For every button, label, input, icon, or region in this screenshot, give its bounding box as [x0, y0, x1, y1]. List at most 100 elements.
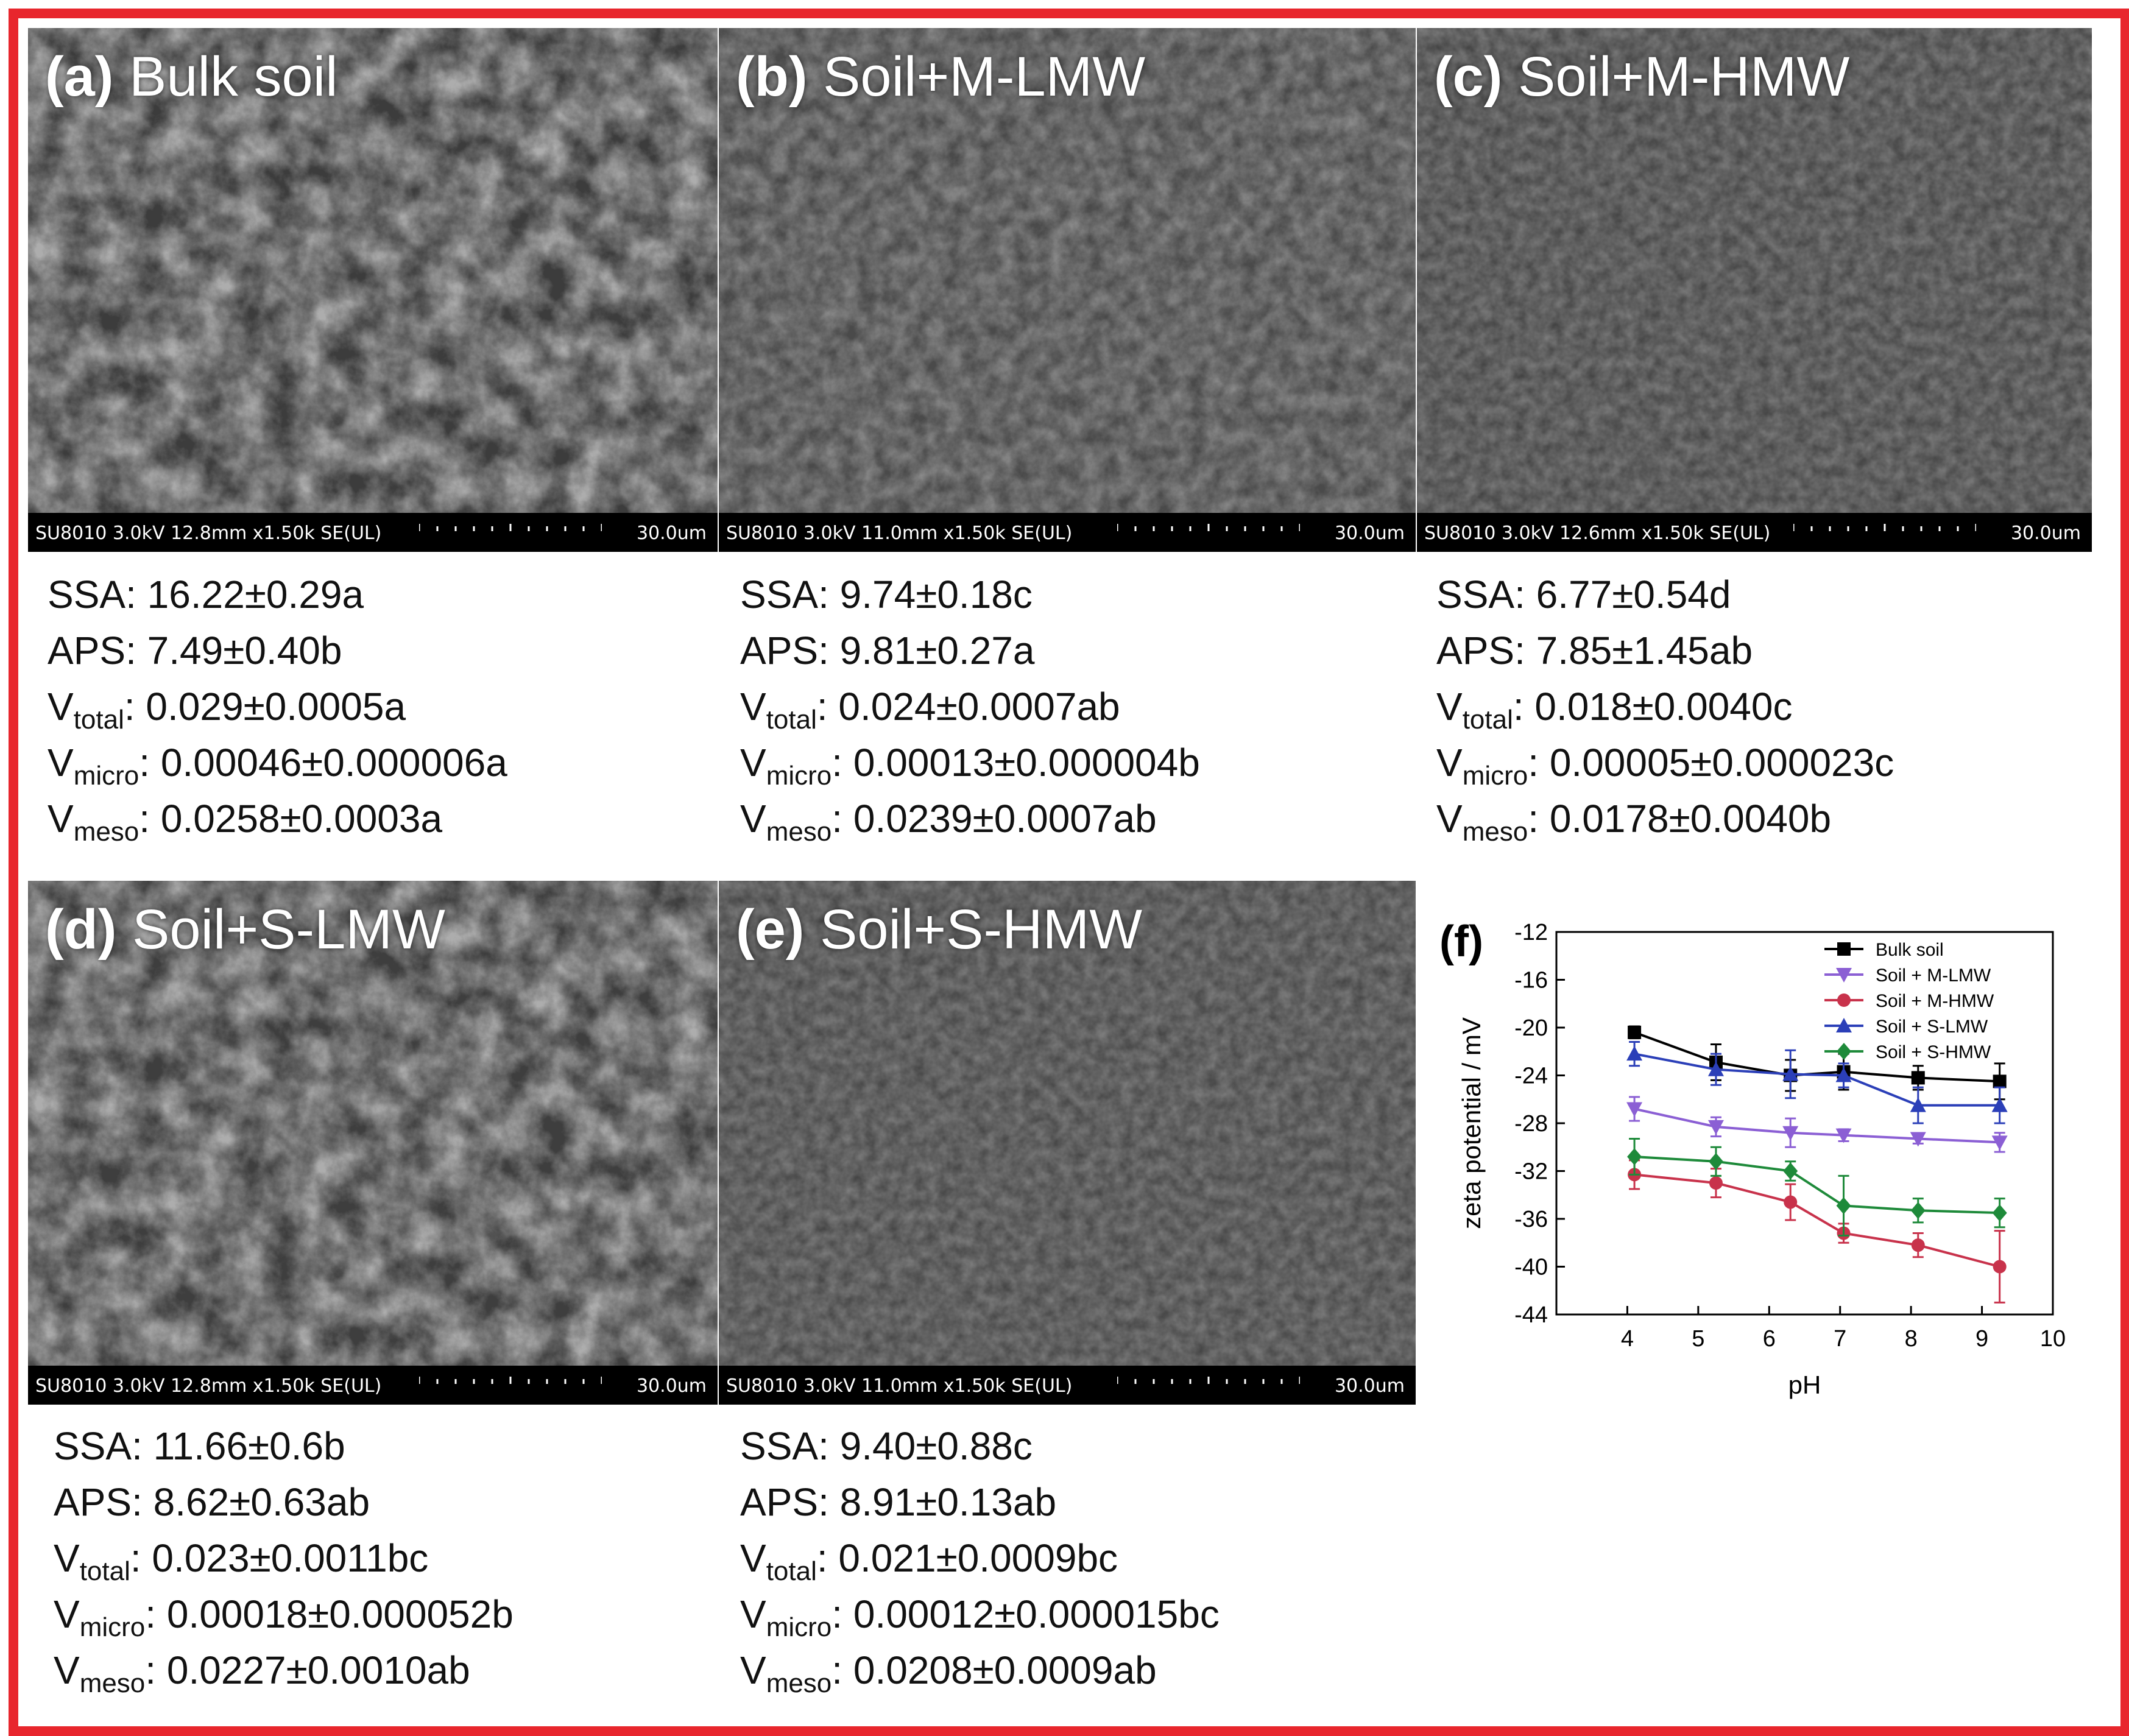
sem-panel-a: (a) Bulk soil SU8010 3.0kV 12.8mm x1.50k… [28, 28, 718, 552]
data-point [1708, 1152, 1723, 1170]
data-point [1836, 968, 1852, 983]
vtotal-value: 0.021±0.0009bc [838, 1536, 1118, 1580]
v-sub-total: total [73, 705, 124, 735]
data-point [1626, 1046, 1643, 1061]
vtotal-value: 0.018±0.0040c [1534, 685, 1793, 729]
v-sub-meso: meso [766, 1668, 832, 1698]
aps-label: APS: [1436, 629, 1525, 672]
ssa-label: SSA: [1436, 573, 1525, 616]
v-sub-micro: micro [1462, 761, 1528, 791]
vmicro-value: 0.00046±0.000006a [160, 741, 507, 785]
ssa-label: SSA: [740, 1424, 829, 1468]
y-tick-label: -28 [1514, 1111, 1548, 1137]
stats-a: SSA: 16.22±0.29a APS: 7.49±0.40b Vtotal:… [48, 573, 507, 847]
panel-name: Soil+S-HMW [820, 898, 1143, 961]
sem-info: SU8010 3.0kV 12.8mm x1.50k SE(UL) [35, 1375, 382, 1397]
vtotal-value: 0.023±0.0011bc [152, 1536, 429, 1580]
scale-label: 30.0um [1334, 1375, 1405, 1397]
ssa-value: 9.40±0.88c [839, 1424, 1033, 1468]
aps-label: APS: [48, 629, 136, 672]
v-sub-meso: meso [73, 817, 139, 847]
zeta-potential-chart: -12 -16 -20 -24 -28 -32 -36 -40 -44 4 5 6 7 8 9 10 pH zet… [1435, 900, 2092, 1448]
scale-ticks [1793, 524, 1976, 531]
series-line [1634, 1155, 2000, 1215]
v-label: V [1436, 797, 1463, 841]
scale-ticks [1117, 1377, 1300, 1384]
vmeso-value: 0.0227±0.0010ab [166, 1648, 470, 1692]
scale-ticks [1117, 524, 1300, 531]
v-label: V [48, 797, 74, 841]
y-tick-label: -16 [1514, 968, 1548, 993]
data-point [1782, 1126, 1799, 1141]
y-tick-label: -32 [1514, 1159, 1548, 1185]
scale-label: 30.0um [636, 1375, 707, 1397]
ssa-label: SSA: [48, 573, 136, 616]
data-point [1836, 1197, 1851, 1215]
data-point [1837, 1043, 1851, 1060]
data-point [1628, 1025, 1642, 1039]
v-label: V [54, 1536, 80, 1580]
scale-ticks [419, 524, 602, 531]
sem-panel-d: (d) Soil+S-LMW SU8010 3.0kV 12.8mm x1.50… [28, 881, 718, 1405]
aps-value: 9.81±0.27a [839, 629, 1035, 672]
data-point [1993, 1074, 2007, 1089]
sem-info-bar: SU8010 3.0kV 11.0mm x1.50k SE(UL) 30.0um [719, 513, 1416, 552]
chart-svg: -12 -16 -20 -24 -28 -32 -36 -40 -44 4 5 6 7 8 9 10 pH zet… [1439, 917, 2066, 1399]
aps-value: 7.85±1.45ab [1536, 629, 1753, 672]
v-sub-total: total [1462, 705, 1513, 735]
ssa-value: 11.66±0.6b [153, 1424, 345, 1468]
v-label: V [740, 797, 766, 841]
x-tick-label: 6 [1763, 1326, 1776, 1352]
data-point [1784, 1195, 1798, 1209]
vmeso-value: 0.0239±0.0007ab [853, 797, 1157, 841]
aps-label: APS: [740, 629, 829, 672]
v-label: V [48, 685, 74, 729]
series-line [1634, 1173, 2000, 1268]
stats-d: SSA: 11.66±0.6b APS: 8.62±0.63ab Vtotal:… [54, 1424, 514, 1698]
plot-frame [1555, 931, 2054, 1316]
data-point [1992, 1204, 2007, 1222]
aps-label: APS: [54, 1480, 143, 1524]
sem-info: SU8010 3.0kV 11.0mm x1.50k SE(UL) [726, 523, 1073, 544]
x-tick-label: 8 [1905, 1326, 1918, 1352]
sem-panel-c: (c) Soil+M-HMW SU8010 3.0kV 12.6mm x1.50… [1417, 28, 2092, 552]
y-tick-label: -24 [1514, 1064, 1548, 1089]
v-label: V [48, 741, 74, 785]
legend-label: Soil + M-LMW [1876, 965, 1991, 986]
x-tick-label: 5 [1692, 1326, 1704, 1352]
data-point [1836, 1018, 1852, 1032]
panel-name: Soil+S-LMW [132, 898, 445, 961]
data-point [1837, 993, 1851, 1007]
data-point [1837, 942, 1851, 956]
v-label: V [740, 685, 766, 729]
series-line [1634, 1107, 2000, 1144]
data-point [1910, 1097, 1926, 1112]
v-label: V [740, 741, 766, 785]
y-axis-label: zeta potential / mV [1457, 1017, 1486, 1229]
data-point [1707, 1061, 1724, 1076]
v-label: V [740, 1592, 766, 1636]
chart-panel-label: (f) [1439, 917, 1483, 966]
sem-info: SU8010 3.0kV 12.6mm x1.50k SE(UL) [1424, 523, 1771, 544]
panel-name: Soil+M-HMW [1518, 46, 1850, 108]
x-tick-label: 4 [1621, 1326, 1634, 1352]
vmicro-value: 0.00005±0.000023c [1549, 741, 1894, 785]
y-tick-label: -44 [1514, 1302, 1548, 1328]
ssa-value: 9.74±0.18c [839, 573, 1033, 616]
x-tick-label: 7 [1834, 1326, 1846, 1352]
aps-value: 8.91±0.13ab [839, 1480, 1057, 1524]
data-point [1782, 1066, 1799, 1081]
legend-label: Soil + M-HMW [1876, 991, 1994, 1011]
aps-value: 7.49±0.40b [147, 629, 342, 672]
y-tick-label: -12 [1514, 920, 1548, 945]
vmeso-value: 0.0208±0.0009ab [853, 1648, 1157, 1692]
ssa-value: 6.77±0.54d [1536, 573, 1731, 616]
v-label: V [54, 1592, 80, 1636]
v-label: V [1436, 685, 1463, 729]
scale-label: 30.0um [1334, 523, 1405, 544]
data-point [1911, 1071, 1925, 1085]
x-tick-label: 9 [1975, 1326, 1988, 1352]
sem-info-bar: SU8010 3.0kV 12.8mm x1.50k SE(UL) 30.0um [28, 1366, 718, 1405]
data-point [1709, 1176, 1723, 1190]
aps-value: 8.62±0.63ab [153, 1480, 370, 1524]
